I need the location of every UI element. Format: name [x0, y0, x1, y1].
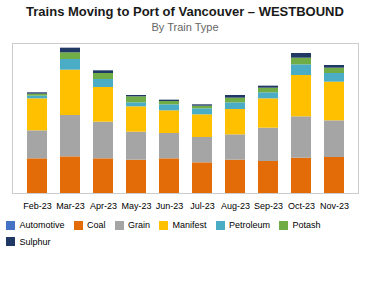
html-text:By Train Type: By Train Type — [151, 21, 219, 33]
svg-text:Jul-23: Jul-23 — [190, 201, 215, 211]
svg-text:Aug-23: Aug-23 — [221, 201, 250, 211]
html-text:Trains Moving to Port of Vanco: Trains Moving to Port of Vancouver – WES… — [26, 4, 344, 19]
svg-text:May-23: May-23 — [121, 201, 151, 211]
svg-text:Feb-23: Feb-23 — [23, 201, 52, 211]
html-text:Manifest: Manifest — [172, 220, 207, 231]
svg-text:Oct-23: Oct-23 — [288, 201, 315, 211]
html-text:Automotive: Automotive — [19, 220, 65, 231]
html-text:Coal: Coal — [87, 220, 106, 231]
html-text:Grain: Grain — [128, 220, 151, 231]
html-text:Petroleum: Petroleum — [229, 220, 271, 231]
svg-text:Apr-23: Apr-23 — [90, 201, 117, 211]
svg-text:Jun-23: Jun-23 — [156, 201, 184, 211]
html-text:Potash: Potash — [292, 220, 321, 231]
svg-text:Sep-23: Sep-23 — [254, 201, 283, 211]
svg-text:Nov-23: Nov-23 — [320, 201, 349, 211]
html-text:Sulphur: Sulphur — [19, 236, 51, 247]
svg-text:Mar-23: Mar-23 — [56, 201, 85, 211]
